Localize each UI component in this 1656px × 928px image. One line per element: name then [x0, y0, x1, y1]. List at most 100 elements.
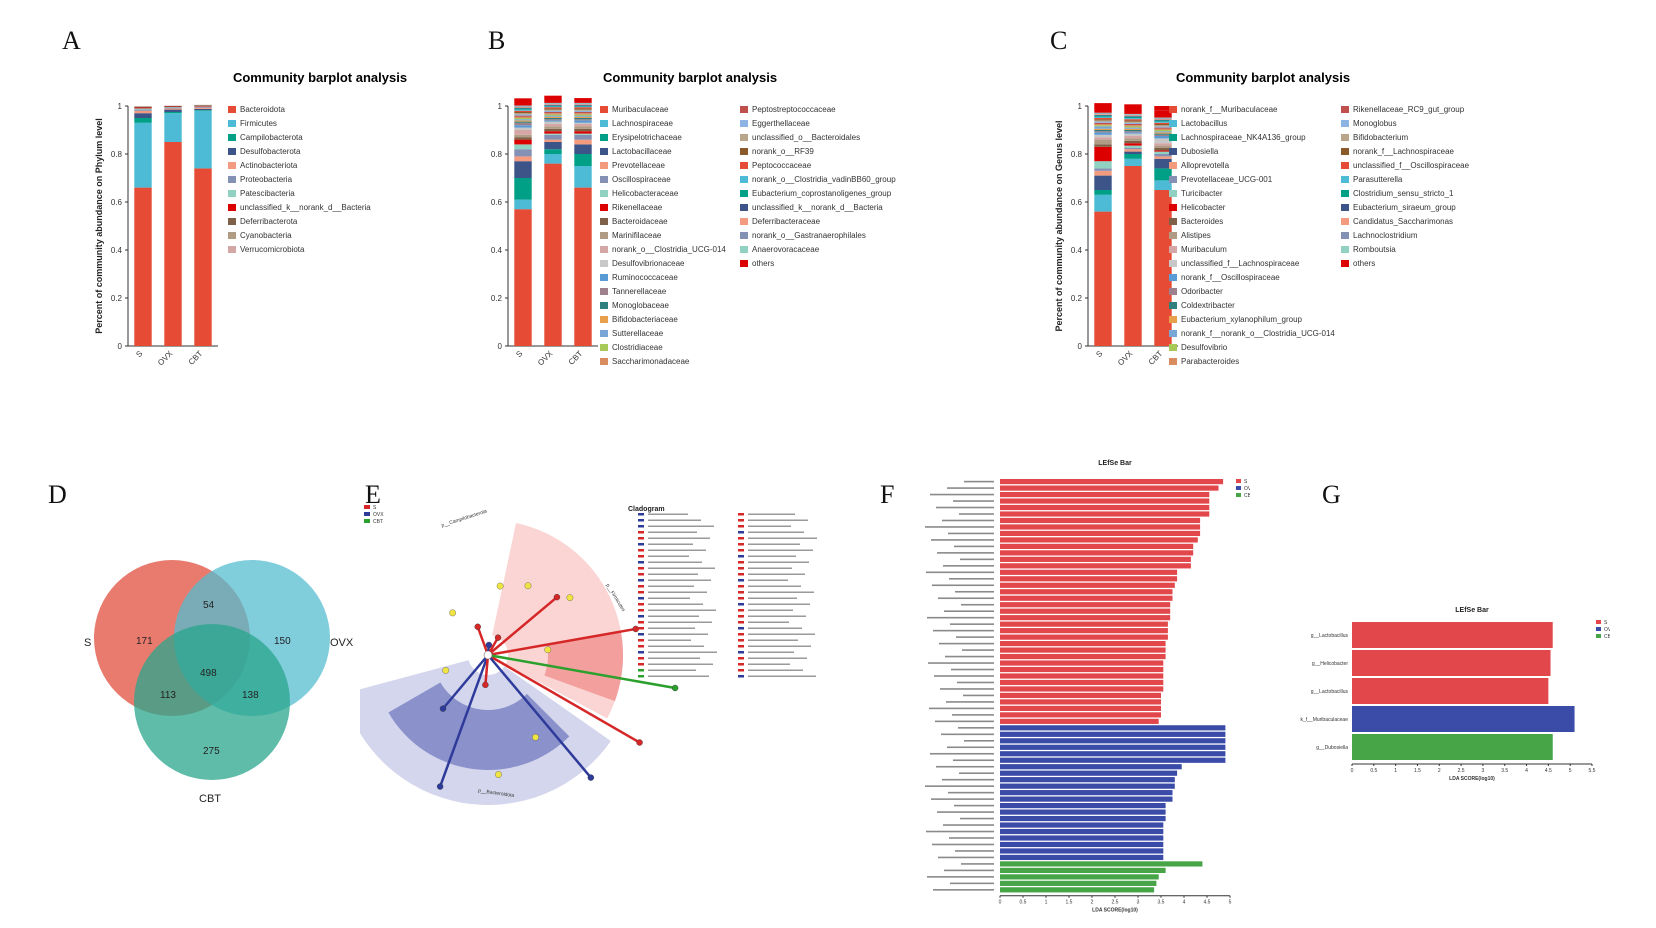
- bar-segment: [194, 107, 212, 109]
- legend-label: Monoglobaceae: [612, 301, 669, 310]
- bar-segment: [574, 118, 592, 120]
- lefse-bar: [1000, 815, 1166, 822]
- lefse-legend-label: CBT: [1244, 493, 1250, 499]
- legend-swatch: [1169, 316, 1177, 323]
- bar-segment: [1154, 106, 1172, 111]
- lefse-bar: [1000, 848, 1164, 854]
- cladogram-branch: [487, 653, 641, 744]
- y-tick-label: 0.2: [111, 294, 123, 303]
- y-tick-label: 0: [118, 342, 123, 351]
- legend-label: Anaerovoracaceae: [752, 245, 820, 254]
- lefse-bar: [1000, 725, 1226, 731]
- taxa-label: [748, 603, 810, 605]
- cladogram-legend: S OVX CBT: [364, 505, 384, 525]
- legend-swatch: [228, 120, 236, 127]
- lefse-bar-label: [953, 759, 994, 762]
- venn-label-ovx: OVX: [330, 637, 354, 649]
- bar-segment: [1094, 132, 1112, 135]
- venn-label-s: S: [84, 637, 91, 649]
- lefse-legend-label: S: [1604, 620, 1608, 626]
- bar-segment: [544, 124, 562, 127]
- taxa-label: [648, 567, 715, 569]
- bar-segment: [574, 144, 592, 154]
- lefse-x-tick-label: 1.5: [1066, 900, 1073, 906]
- lefse-x-axis-label: LDA SCORE(log10): [1092, 908, 1138, 914]
- bar-segment: [574, 133, 592, 135]
- bar-segment: [1124, 116, 1142, 118]
- y-tick-label: 0.6: [491, 198, 503, 207]
- legend-swatch: [1169, 106, 1177, 113]
- taxa-label: [648, 639, 691, 641]
- cladogram-taxa-list: [638, 513, 817, 678]
- taxa-label: [648, 549, 706, 551]
- bar-segment: [1094, 113, 1112, 115]
- legend-label: Dubosiella: [1181, 147, 1219, 156]
- bar-segment: [1094, 146, 1112, 162]
- panel-label-e: E: [365, 480, 381, 509]
- taxa-label: [648, 579, 711, 581]
- x-tick-label: CBT: [567, 349, 585, 367]
- lefse-bar-label: [947, 487, 994, 489]
- legend-label: norank_o__Clostridia_vadinBB60_group: [752, 175, 896, 184]
- lefse-bar: [1000, 491, 1210, 498]
- taxa-swatch: [638, 543, 644, 546]
- taxa-label: [648, 519, 701, 521]
- lefse-bar-label: [930, 752, 994, 755]
- x-tick-label: OVX: [1116, 349, 1135, 368]
- taxa-label: [748, 543, 800, 545]
- lefse-bar: [1000, 479, 1224, 485]
- legend-label: Bacteroidota: [240, 105, 285, 114]
- lefse-legend-label: S: [1244, 479, 1248, 485]
- lefse-bar-label: [940, 688, 994, 690]
- bar-segment: [1154, 124, 1172, 126]
- bar-segment: [514, 209, 532, 346]
- legend-swatch: [1169, 246, 1177, 253]
- y-tick-label: 0.4: [1071, 246, 1083, 255]
- bar-segment: [544, 112, 562, 114]
- lefse-bar-label: [953, 500, 994, 502]
- venn-label-cbt: CBT: [199, 793, 221, 805]
- y-tick-label: 0.2: [491, 294, 503, 303]
- bar-segment: [574, 108, 592, 110]
- legend-swatch: [600, 176, 608, 183]
- lefse-bar: [1000, 790, 1173, 796]
- lefse-legend-swatch: [1596, 620, 1601, 624]
- legend-swatch: [1169, 218, 1177, 225]
- legend-swatch: [1341, 120, 1349, 127]
- cladogram-tree: [360, 522, 679, 805]
- bar-segment: [514, 107, 532, 109]
- lefse-x-axis-label: LDA SCORE(log10): [1449, 776, 1495, 782]
- bar-segment: [544, 95, 562, 103]
- lefse-legend-swatch: [1236, 479, 1241, 483]
- bar-segment: [514, 134, 532, 138]
- lefse-bar-label: [928, 662, 994, 664]
- lefse-legend-swatch: [1596, 634, 1601, 638]
- bar-segment: [1154, 168, 1172, 181]
- legend-swatch: [228, 134, 236, 141]
- legend-label: Bacteroides: [1181, 217, 1223, 226]
- cladogram-node: [495, 771, 502, 778]
- bar-segment: [544, 105, 562, 107]
- taxa-label: [648, 675, 709, 677]
- cladogram-node: [532, 733, 539, 741]
- taxa-swatch: [738, 555, 744, 558]
- legend-swatch: [600, 106, 608, 113]
- legend-swatch: [228, 190, 236, 197]
- lefse-bar-label: [959, 513, 994, 515]
- lefse-bar: [1000, 634, 1168, 640]
- lefse-bar-label: [944, 869, 994, 872]
- legend-label: unclassified_f__Lachnospiraceae: [1181, 259, 1300, 268]
- bar-segment: [1154, 131, 1172, 133]
- cladogram-root: [483, 650, 493, 660]
- lefse-bar-label: [963, 694, 994, 697]
- legend-swatch: [600, 232, 608, 239]
- legend-label: Peptococcaceae: [752, 161, 812, 170]
- bar-segment: [514, 156, 532, 162]
- legend-swatch: [1341, 148, 1349, 155]
- bar-segment: [514, 116, 532, 118]
- y-axis-label: Percent of community abundance on Genus …: [1055, 120, 1064, 331]
- taxa-label: [748, 663, 790, 665]
- cladogram-label-bacteroidota: p__Bacteroidota: [478, 788, 515, 799]
- taxa-swatch: [638, 591, 644, 594]
- taxa-label: [648, 531, 697, 533]
